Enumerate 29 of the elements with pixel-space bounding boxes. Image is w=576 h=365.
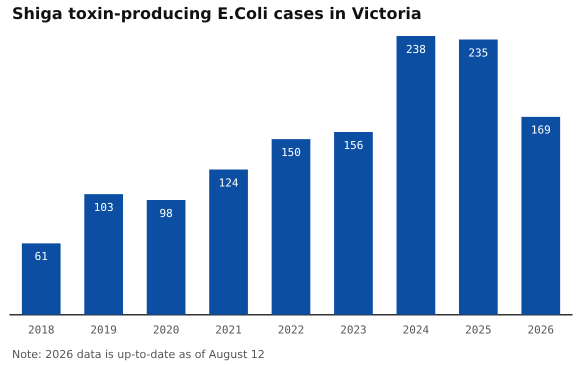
x-tick-label: 2025 (465, 323, 492, 336)
data-label: 156 (344, 138, 364, 152)
bar (272, 139, 310, 315)
bar (521, 116, 560, 315)
bar (84, 194, 124, 315)
x-tick-label: 2019 (90, 323, 117, 336)
bar (458, 40, 498, 315)
data-label: 238 (406, 42, 426, 56)
chart-title: Shiga toxin-producing E.Coli cases in Victoria (12, 4, 422, 23)
data-label: 98 (159, 206, 173, 220)
data-label: 169 (530, 124, 551, 137)
x-tick-label: 2024 (402, 323, 430, 336)
x-tick-label: 2021 (215, 323, 242, 336)
data-label: 124 (218, 176, 239, 190)
data-label: 103 (94, 201, 114, 214)
bar (146, 200, 186, 315)
x-tick-label: 2018 (28, 323, 54, 336)
bar (209, 170, 248, 315)
x-tick-label: 2022 (278, 323, 304, 336)
x-tick-label: 2023 (340, 323, 367, 336)
data-label: 150 (281, 146, 301, 159)
text: Note: 2026 data is up-to-date as of August 12 (12, 348, 265, 361)
data-label: 235 (468, 46, 488, 60)
x-tick-label: 2026 (528, 323, 554, 336)
bar (396, 36, 436, 315)
x-tick-label: 2020 (152, 323, 180, 336)
data-label: 61 (34, 250, 48, 264)
bar (334, 132, 373, 315)
bar (22, 243, 61, 315)
